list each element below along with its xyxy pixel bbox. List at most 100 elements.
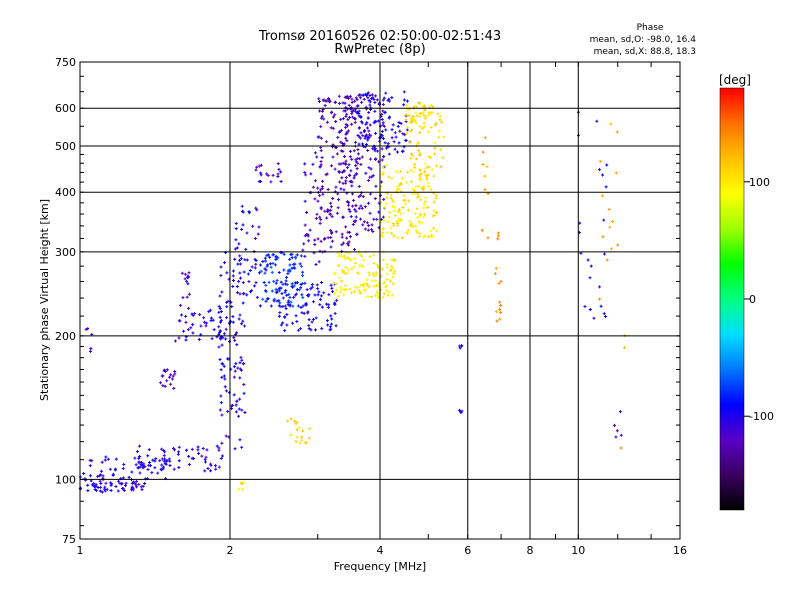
data-point [151, 458, 155, 462]
data-point [342, 293, 346, 297]
data-point [160, 463, 164, 467]
data-point [365, 142, 369, 146]
data-point [364, 133, 368, 137]
data-point [327, 97, 331, 101]
data-point [165, 368, 169, 372]
data-point [368, 254, 372, 258]
data-point [296, 328, 300, 332]
data-point [254, 259, 258, 263]
data-point [245, 258, 249, 262]
data-point [257, 180, 261, 184]
data-point [362, 93, 366, 97]
data-point [423, 234, 427, 238]
data-point [217, 304, 221, 308]
data-point [232, 375, 236, 379]
data-point [184, 338, 188, 342]
data-point [116, 479, 120, 483]
data-point [232, 393, 236, 397]
data-point [266, 173, 270, 177]
data-point [276, 172, 280, 176]
data-point [215, 444, 219, 448]
data-point [209, 469, 213, 473]
data-point [405, 104, 409, 108]
data-point [352, 176, 356, 180]
data-point [369, 167, 373, 171]
data-point [393, 205, 397, 209]
data-point [326, 208, 330, 212]
data-point [387, 116, 391, 120]
data-point [498, 300, 502, 304]
data-point [344, 179, 348, 183]
data-point [161, 467, 165, 471]
data-point [92, 482, 96, 486]
data-point [292, 266, 296, 270]
data-point [346, 271, 350, 275]
data-point [242, 391, 246, 395]
data-point [401, 132, 405, 136]
data-point [271, 253, 275, 257]
data-point [329, 283, 333, 287]
data-point [160, 447, 164, 451]
data-point [287, 299, 291, 303]
data-point [350, 184, 354, 188]
data-point [242, 382, 246, 386]
data-point [337, 276, 341, 280]
data-point [423, 213, 427, 217]
colorbar-ticks: 100 0 -100 [744, 176, 774, 423]
data-point [374, 271, 378, 275]
data-point [483, 136, 487, 140]
data-point [239, 257, 243, 261]
data-point [423, 170, 427, 174]
data-point [209, 319, 213, 323]
data-point [286, 303, 290, 307]
data-point [249, 290, 253, 294]
data-point [242, 270, 246, 274]
x-tick-label: 6 [464, 544, 471, 557]
data-point [418, 214, 422, 218]
data-point [360, 100, 364, 104]
data-point [289, 417, 293, 421]
data-point [387, 215, 391, 219]
data-point [238, 292, 242, 296]
data-point [339, 149, 343, 153]
data-point [285, 283, 289, 287]
data-point [618, 410, 622, 414]
data-point [418, 174, 422, 178]
data-point [387, 175, 391, 179]
data-point [433, 146, 437, 150]
data-point [359, 131, 363, 135]
data-point [607, 207, 611, 211]
data-point [240, 482, 244, 486]
data-point [272, 299, 276, 303]
data-point [220, 343, 224, 347]
data-point [162, 454, 166, 458]
data-point [389, 226, 393, 230]
data-point [325, 319, 329, 323]
data-point [146, 467, 150, 471]
data-point [432, 174, 436, 178]
data-point [276, 162, 280, 166]
data-point [200, 454, 204, 458]
data-point [225, 316, 229, 320]
data-point [391, 282, 395, 286]
data-point [299, 438, 303, 442]
data-point [98, 489, 102, 493]
data-point [423, 166, 427, 170]
data-point [314, 262, 318, 266]
data-point [257, 164, 261, 168]
data-point [366, 295, 370, 299]
data-point [380, 129, 384, 133]
data-point [217, 325, 221, 329]
data-point [304, 303, 308, 307]
data-point [220, 441, 224, 445]
data-point [180, 313, 184, 317]
data-point [259, 163, 263, 167]
data-point [375, 290, 379, 294]
data-point [240, 445, 244, 449]
data-point [437, 129, 441, 133]
data-point [341, 181, 345, 185]
data-point [316, 199, 320, 203]
data-point [376, 292, 380, 296]
data-point [295, 435, 299, 439]
data-point [335, 298, 339, 302]
